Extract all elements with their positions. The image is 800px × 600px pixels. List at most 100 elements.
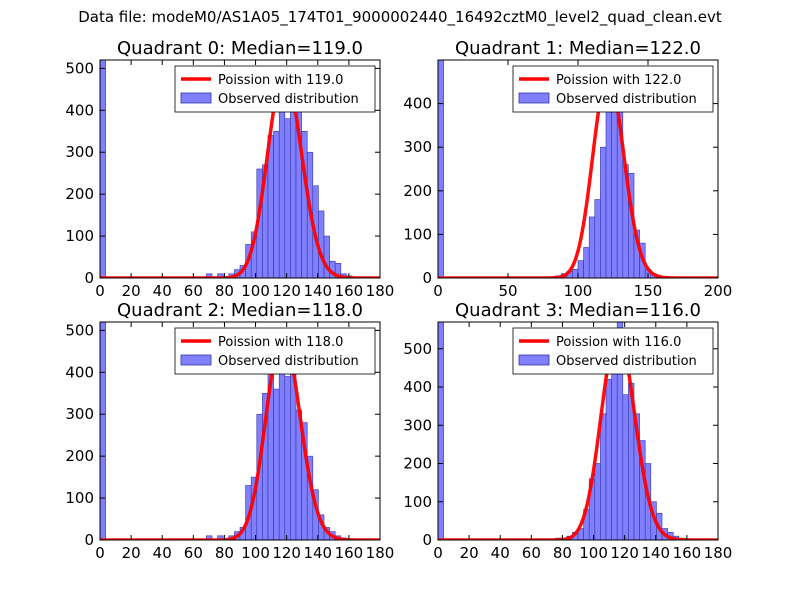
y-tick-label: 400 [403, 95, 432, 113]
quadrant-1-legend: Poission with 122.0 Observed distribution [512, 65, 714, 113]
x-tick-label: 180 [366, 282, 395, 300]
x-tick-label: 0 [95, 282, 105, 300]
histogram-bar [611, 371, 618, 540]
x-tick-label: 180 [704, 544, 733, 562]
x-tick-label: 120 [272, 544, 301, 562]
legend-bar-swatch [518, 354, 550, 366]
y-tick-label: 200 [65, 447, 94, 465]
x-tick-label: 60 [184, 282, 203, 300]
x-tick-label: 160 [335, 544, 364, 562]
x-tick-label: 100 [564, 282, 593, 300]
y-tick-label: 400 [403, 378, 432, 396]
y-tick-label: 0 [84, 269, 94, 287]
histogram-bar [594, 199, 601, 278]
poisson-curve [438, 331, 718, 540]
x-tick-label: 40 [491, 544, 510, 562]
quadrant-2-title: Quadrant 2: Median=118.0 [117, 300, 363, 321]
y-tick-label: 300 [403, 416, 432, 434]
y-tick-label: 300 [403, 138, 432, 156]
y-tick-label: 100 [65, 227, 94, 245]
y-tick-label: 100 [403, 493, 432, 511]
legend-entry-observed: Observed distribution [218, 354, 359, 369]
legend-entry-observed: Observed distribution [556, 354, 697, 369]
y-tick-label: 0 [422, 269, 432, 287]
histogram-bar [278, 355, 286, 540]
histogram-bar [100, 60, 106, 278]
quadrant-3-axes-frame [437, 321, 719, 541]
legend-entry-observed: Observed distribution [556, 92, 697, 107]
x-tick-label: 140 [641, 544, 670, 562]
x-tick-label: 120 [272, 282, 301, 300]
quadrant-0-plot-area [100, 60, 380, 278]
quadrant-1-title: Quadrant 1: Median=122.0 [455, 38, 701, 59]
y-tick-label: 100 [403, 225, 432, 243]
x-tick-label: 20 [122, 544, 141, 562]
x-tick-label: 100 [241, 544, 270, 562]
y-tick-label: 500 [65, 321, 94, 339]
histogram-bar [438, 60, 444, 278]
histogram-bar [572, 268, 579, 278]
quadrant-0-chart: Quadrant 0: Median=119.00 20 40 60 80 100 120 1… [65, 38, 394, 300]
x-tick-label: 160 [335, 282, 364, 300]
y-tick-label: 0 [422, 531, 432, 549]
x-tick-label: 0 [95, 544, 105, 562]
quadrant-2-axes-frame [99, 321, 381, 541]
legend-box [512, 65, 714, 113]
x-tick-label: 80 [215, 544, 234, 562]
histogram-bar [605, 94, 612, 278]
legend-box [174, 327, 376, 375]
quadrant-0-title: Quadrant 0: Median=119.0 [117, 38, 363, 59]
histogram-bar [284, 118, 291, 278]
x-tick-label: 100 [579, 544, 608, 562]
x-tick-label: 80 [215, 282, 234, 300]
histogram-bar [594, 463, 601, 540]
quadrant-0-axes-frame [99, 59, 381, 279]
x-tick-label: 140 [303, 282, 332, 300]
y-tick-label: 500 [403, 340, 432, 358]
x-tick-label: 150 [634, 282, 663, 300]
x-tick-label: 200 [704, 282, 733, 300]
histogram-bar [273, 388, 280, 540]
x-tick-label: 140 [303, 544, 332, 562]
legend-entry-observed: Observed distribution [218, 92, 359, 107]
x-tick-label: 0 [433, 282, 443, 300]
histogram-bar [278, 93, 286, 278]
x-tick-label: 100 [241, 282, 270, 300]
x-tick-label: 160 [673, 544, 702, 562]
histogram-bar [100, 322, 106, 540]
y-tick-label: 100 [65, 489, 94, 507]
legend-bar-swatch [180, 92, 212, 104]
quadrant-3-chart: Quadrant 3: Median=116.00 20 40 60 80 100 120 1… [403, 300, 732, 562]
histogram-bar [600, 146, 607, 278]
x-tick-label: 50 [498, 282, 517, 300]
y-tick-label: 400 [65, 101, 94, 119]
x-tick-label: 20 [122, 282, 141, 300]
quadrant-1-plot-area [438, 60, 718, 278]
x-tick-label: 120 [610, 544, 639, 562]
legend-entry-poisson: Poission with 118.0 [218, 335, 343, 350]
quadrant-3-legend: Poission with 116.0 Observed distribution [512, 327, 714, 375]
poisson-curve [100, 70, 380, 278]
histogram-bar [588, 216, 596, 278]
quadrant-1-chart: Quadrant 1: Median=122.0 0 50 100 150 200 0 100… [403, 38, 732, 300]
histogram-bar [334, 263, 342, 278]
quadrant-2-chart: Quadrant 2: Median=118.00 20 40 60 80 100 120 1… [65, 300, 394, 562]
histogram-bar [284, 376, 291, 540]
y-tick-label: 200 [403, 182, 432, 200]
histogram-bar [622, 394, 629, 540]
legend-box [512, 327, 714, 375]
x-tick-label: 180 [366, 544, 395, 562]
x-tick-label: 40 [153, 282, 172, 300]
legend-entry-poisson: Poission with 116.0 [556, 335, 681, 350]
y-tick-label: 200 [403, 455, 432, 473]
histogram-bar [438, 322, 444, 540]
legend-bar-swatch [518, 92, 550, 104]
quadrant-0-legend: Poission with 119.0 Observed distribution [174, 65, 376, 113]
figure-title: Data file: modeM0/AS1A05_174T01_90000024… [78, 8, 722, 26]
y-tick-label: 500 [65, 59, 94, 77]
x-tick-label: 0 [433, 544, 443, 562]
x-tick-label: 80 [553, 544, 572, 562]
histogram-bar [577, 260, 584, 278]
y-tick-label: 300 [65, 405, 94, 423]
